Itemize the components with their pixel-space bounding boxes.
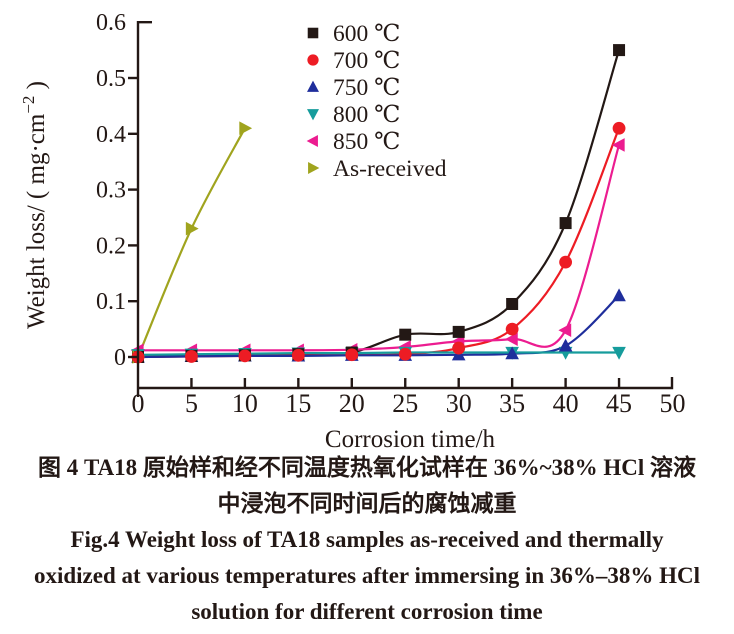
- caption-cn-line2: 中浸泡不同时间后的腐蚀减重: [217, 491, 517, 516]
- legend-label: 800 ℃: [333, 102, 400, 128]
- legend-label: 850 ℃: [333, 129, 400, 155]
- x-tick-label: 45: [606, 389, 632, 418]
- legend-item-3: 800 ℃: [307, 102, 400, 128]
- weight-loss-chart: 0 0.1 0.2 0.3 0.4 0.5 0.6 0 5 10 15 20 25 30 35 40 45 50 C…: [19, 10, 686, 453]
- legend-label: 600 ℃: [333, 21, 400, 47]
- figure-caption: 图 4 TA18 原始样和经不同温度热氧化试样在 36%~38% HCl 溶液 …: [0, 450, 734, 630]
- x-tick-label: 40: [553, 389, 579, 418]
- legend-item-5: As-received: [308, 156, 447, 182]
- x-tick-label: 35: [499, 389, 525, 418]
- caption-cn-line1: 图 4 TA18 原始样和经不同温度热氧化试样在 36%~38% HCl 溶液: [37, 455, 697, 480]
- x-tick-label: 25: [392, 389, 418, 418]
- series-markers-1: [131, 121, 626, 364]
- y-tick-label: 0: [114, 345, 126, 371]
- y-tick-label: 0.1: [96, 289, 126, 315]
- y-tick-label: 0.2: [96, 233, 126, 259]
- caption-en-line2: oxidized at various temperatures after i…: [33, 563, 701, 588]
- legend-item-2: 750 ℃: [307, 75, 400, 101]
- x-tick-label: 15: [285, 389, 311, 418]
- y-tick-label: 0.5: [96, 66, 126, 92]
- legend-label: 750 ℃: [333, 75, 400, 101]
- x-tick-label: 20: [339, 389, 365, 418]
- x-tick-label: 50: [660, 389, 686, 418]
- y-axis-title: Weight loss/ ( mg·cm−2 ): [19, 81, 50, 329]
- axes: [128, 21, 674, 397]
- caption-en-line1: Fig.4 Weight loss of TA18 samples as-rec…: [70, 527, 664, 552]
- legend-label: 700 ℃: [333, 48, 400, 74]
- x-tick-label: 10: [232, 389, 258, 418]
- legend-item-0: 600 ℃: [307, 21, 400, 47]
- y-tick-label: 0.6: [96, 10, 126, 36]
- legend-item-4: 850 ℃: [306, 129, 400, 155]
- caption-en-line3: solution for different corrosion time: [191, 599, 543, 624]
- series-curve-5: [136, 127, 246, 358]
- y-tick-label: 0.3: [96, 178, 126, 204]
- x-axis-title: Corrosion time/h: [325, 426, 496, 450]
- y-tick-label: 0.4: [96, 122, 126, 148]
- x-tick-label: 0: [132, 389, 145, 418]
- legend-item-1: 700 ℃: [307, 48, 400, 74]
- tick-labels: 0 0.1 0.2 0.3 0.4 0.5 0.6 0 5 10 15 20 25 30 35 40 45 50: [96, 10, 686, 418]
- legend-label: As-received: [333, 156, 447, 182]
- x-tick-label: 30: [446, 389, 472, 418]
- series-curve-3: [137, 351, 619, 356]
- x-tick-label: 5: [185, 389, 198, 418]
